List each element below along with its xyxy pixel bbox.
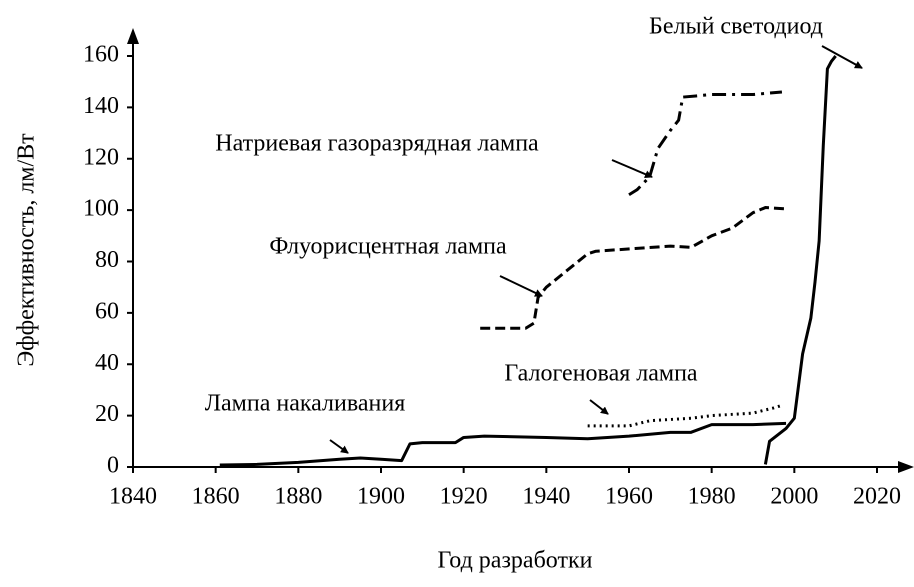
annotation: Лампа накаливания <box>205 391 405 417</box>
annotation-arrow <box>589 399 609 415</box>
x-axis-arrow <box>898 461 914 473</box>
annotation-arrow <box>329 439 349 454</box>
series-line <box>763 55 837 465</box>
x-tick-label: 1840 <box>109 484 157 510</box>
y-tick-label: 20 <box>95 401 119 427</box>
annotation: Флуорисцентная лампа <box>269 234 507 260</box>
series-line <box>480 206 787 330</box>
x-tick-label: 1860 <box>192 484 240 510</box>
y-tick-label: 60 <box>95 298 119 324</box>
series-line <box>219 421 787 467</box>
y-axis-arrow <box>127 28 139 44</box>
annotation-arrow <box>611 159 653 178</box>
y-tick-label: 80 <box>95 247 119 273</box>
x-tick-label: 1940 <box>522 484 570 510</box>
annotation: Белый светодиод <box>649 14 823 40</box>
y-tick-label: 160 <box>83 42 119 68</box>
annotation: Галогеновая лампа <box>504 361 698 387</box>
x-tick-label: 2000 <box>770 484 818 510</box>
annotation: Натриевая газоразрядная лампа <box>215 131 539 157</box>
y-axis-label: Эффективность, лм/Вт <box>14 133 40 367</box>
y-tick-label: 140 <box>83 93 119 119</box>
annotation-arrow <box>499 275 543 297</box>
x-tick-label: 1900 <box>357 484 405 510</box>
y-tick-label: 40 <box>95 350 119 376</box>
x-tick-label: 1880 <box>274 484 322 510</box>
y-tick-label: 0 <box>107 453 119 479</box>
y-tick-label: 100 <box>83 196 119 222</box>
series-line <box>587 403 783 428</box>
x-tick-label: 1920 <box>440 484 488 510</box>
x-tick-label: 1960 <box>605 484 653 510</box>
y-tick-label: 120 <box>83 144 119 170</box>
x-tick-label: 1980 <box>688 484 736 510</box>
annotation-arrow <box>821 45 863 69</box>
series-line <box>628 90 783 196</box>
x-axis-label: Год разработки <box>438 548 593 574</box>
x-tick-label: 2020 <box>853 484 901 510</box>
